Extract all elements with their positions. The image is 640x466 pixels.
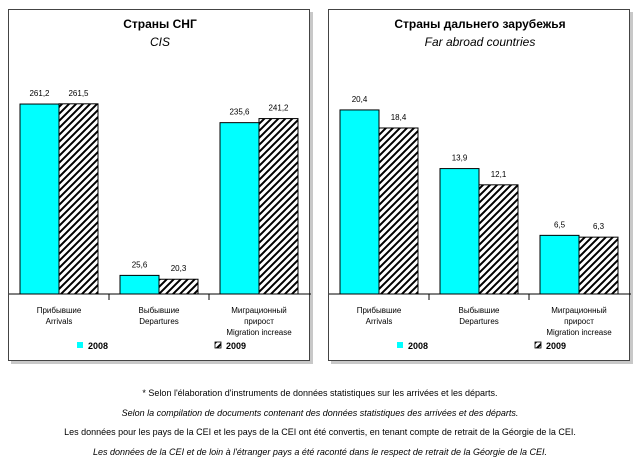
legend-label-2009: 2009 [226, 341, 246, 351]
bar-2008-0 [19, 103, 60, 295]
chart-panel-far-abroad: Страны дальнего зарубежья Far abroad coun… [328, 9, 631, 361]
bar-2009-1 [158, 278, 199, 295]
data-label-2009-1: 12,1 [491, 170, 507, 179]
chart-cis: Страны СНГ CIS 261,2 25,6 235,6 261,5 20,3 241,… [9, 17, 311, 351]
data-label-2008-1: 13,9 [452, 154, 468, 163]
category-label-2: Migration increase [226, 328, 292, 337]
chart-panel-cis: Страны СНГ CIS 261,2 25,6 235,6 261,5 20,3 241,… [8, 9, 311, 361]
legend-label-2008: 2008 [408, 341, 428, 351]
category-label-0: Arrivals [366, 317, 393, 326]
bar-2009-0 [58, 103, 99, 295]
footnote-4: Les données de la CEI et de loin à l'étr… [93, 446, 547, 457]
category-label-2: Migration increase [546, 328, 612, 337]
bar-2008-1 [119, 274, 160, 295]
data-label-2009-0: 261,5 [68, 89, 89, 98]
footnote-2: Selon la compilation de documents conten… [121, 407, 519, 418]
legend-swatch-2008 [397, 342, 403, 348]
legend-swatch-2009 [214, 341, 222, 349]
footnote-3: Les données pour les pays de la CEI et l… [64, 427, 576, 437]
data-label-2009-2: 6,3 [593, 222, 605, 231]
data-label-2008-1: 25,6 [132, 260, 148, 269]
bar-2008-2 [219, 122, 260, 295]
category-label-2: Миграционный [231, 306, 287, 315]
data-label-2008-2: 235,6 [229, 108, 250, 117]
category-label-1: Выбывшие [458, 306, 500, 315]
data-label-2008-0: 261,2 [29, 89, 50, 98]
footnote-1: * Selon l'élaboration d'instruments de d… [142, 388, 498, 398]
bar-2009-2 [258, 118, 299, 295]
bar-2008-0 [339, 109, 380, 295]
category-label-0: Прибывшие [37, 306, 82, 315]
chart-title: Страны дальнего зарубежья [394, 17, 565, 31]
bar-2009-1 [478, 184, 519, 295]
bar-2008-1 [439, 168, 480, 295]
footnotes: * Selon l'élaboration d'instruments de d… [0, 384, 640, 462]
category-label-1: Departures [459, 317, 499, 326]
data-label-2008-2: 6,5 [554, 220, 566, 229]
category-label-2: Миграционный [551, 306, 607, 315]
legend-swatch-2008 [77, 342, 83, 348]
chart-far-abroad: Страны дальнего зарубежья Far abroad coun… [329, 17, 631, 351]
legend-label-2008: 2008 [88, 341, 108, 351]
data-label-2009-2: 241,2 [268, 104, 289, 113]
category-label-1: Выбывшие [138, 306, 180, 315]
bar-2009-2 [578, 236, 619, 295]
category-label-2: прирост [244, 317, 274, 326]
chart-subtitle: Far abroad countries [425, 35, 536, 49]
category-label-0: Arrivals [46, 317, 73, 326]
category-label-1: Departures [139, 317, 179, 326]
bar-2009-0 [378, 127, 419, 295]
data-label-2008-0: 20,4 [352, 95, 368, 104]
legend-label-2009: 2009 [546, 341, 566, 351]
category-label-2: прирост [564, 317, 594, 326]
bar-2008-2 [539, 234, 580, 295]
data-label-2009-1: 20,3 [171, 264, 187, 273]
chart-subtitle: CIS [150, 35, 170, 49]
category-label-0: Прибывшие [357, 306, 402, 315]
legend-swatch-2009 [534, 341, 542, 349]
chart-title: Страны СНГ [123, 17, 197, 31]
data-label-2009-0: 18,4 [391, 113, 407, 122]
